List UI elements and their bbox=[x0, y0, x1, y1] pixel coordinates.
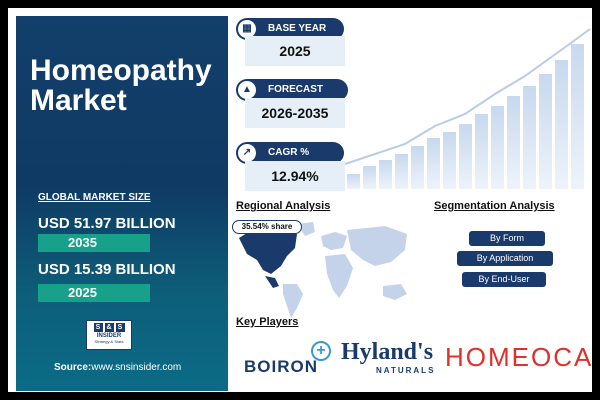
logo-letter-3: S bbox=[115, 323, 125, 332]
hylands-text: Hyland's bbox=[341, 339, 434, 365]
boiron-logo: BOIRON bbox=[244, 357, 318, 377]
boiron-plus-icon: + bbox=[311, 341, 331, 361]
growth-icon: ↗ bbox=[238, 144, 256, 162]
hylands-sub: NATURALS bbox=[376, 366, 436, 375]
key-players-heading: Key Players bbox=[236, 316, 299, 328]
hylands-logo: Hyland's bbox=[341, 339, 433, 366]
regional-analysis-heading: Regional Analysis bbox=[236, 200, 331, 212]
homeocan-logo: HOMEOCAN bbox=[445, 342, 592, 373]
decorative-growth-chart bbox=[345, 28, 591, 189]
left-panel: Homeopathy Market GLOBAL MARKET SIZE USD… bbox=[16, 16, 228, 391]
year-2035-band: 2035 bbox=[38, 234, 150, 252]
logo-letter-1: S bbox=[93, 323, 103, 332]
base-year-label: BASE YEAR bbox=[268, 23, 327, 34]
base-year-value: 2025 bbox=[245, 36, 345, 66]
logo-letter-2: & bbox=[104, 323, 114, 332]
year-2025-band: 2025 bbox=[38, 284, 150, 302]
segmentation-analysis-heading: Segmentation Analysis bbox=[434, 200, 555, 212]
chart-icon: ▲ bbox=[238, 81, 256, 99]
title-line-2: Market bbox=[30, 84, 127, 117]
title-line-1: Homeopathy bbox=[30, 54, 212, 87]
homeocan-text: HOMEOCAN bbox=[445, 342, 592, 372]
infographic-frame: Homeopathy Market GLOBAL MARKET SIZE USD… bbox=[8, 8, 592, 392]
value-2035: USD 51.97 BILLION bbox=[38, 215, 176, 232]
segment-by-end-user: By End-User bbox=[462, 272, 546, 287]
source-url: www.snsinsider.com bbox=[91, 362, 182, 373]
region-share-badge: 35.54% share bbox=[232, 220, 302, 234]
source-label: Source: bbox=[54, 362, 92, 373]
world-map bbox=[239, 222, 407, 318]
value-2025: USD 15.39 BILLION bbox=[38, 261, 176, 278]
boiron-text: BOIRON bbox=[244, 357, 318, 376]
cagr-value: 12.94% bbox=[245, 161, 345, 191]
source-line: Source:www.snsinsider.com bbox=[54, 362, 181, 373]
segment-by-application: By Application bbox=[457, 251, 553, 266]
segment-by-form: By Form bbox=[469, 231, 545, 246]
cagr-label: CAGR % bbox=[268, 147, 310, 158]
cagr-pill: ↗ CAGR % bbox=[236, 142, 344, 164]
global-market-size-label: GLOBAL MARKET SIZE bbox=[38, 192, 151, 203]
forecast-year-value: 2026-2035 bbox=[245, 98, 345, 128]
logo-name: INSIDER bbox=[96, 333, 122, 339]
page-title: Homeopathy Market bbox=[30, 56, 212, 116]
sns-insider-logo: S & S INSIDER Strategy & Stats bbox=[86, 320, 132, 350]
base-year-pill: ▦ BASE YEAR bbox=[236, 18, 344, 40]
logo-tagline: Strategy & Stats bbox=[94, 339, 124, 344]
calendar-icon: ▦ bbox=[238, 20, 256, 38]
